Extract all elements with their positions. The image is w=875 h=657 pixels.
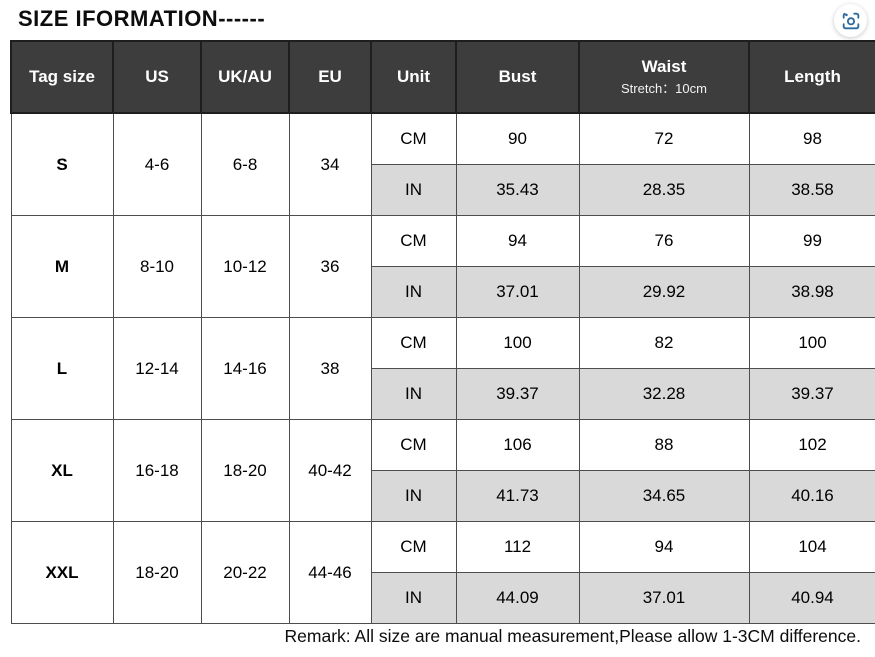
unit-cell: IN: [370, 470, 457, 522]
waist-stretch-note: Stretch：10cm: [621, 81, 707, 96]
unit-cell: IN: [370, 164, 457, 216]
waist-label: Waist: [641, 57, 687, 76]
tag-size-cell: M: [10, 215, 114, 318]
col-header-unit: Unit: [370, 40, 457, 114]
unit-cell: CM: [370, 215, 457, 267]
table-row: M 8-10 10-12 36 CM 94 76 99: [10, 215, 875, 318]
length-cm-cell: 99: [748, 215, 875, 267]
tag-size-cell: XL: [10, 419, 114, 522]
col-header-waist: Waist Stretch：10cm: [578, 40, 750, 114]
length-cm-cell: 102: [748, 419, 875, 471]
page-title: SIZE IFORMATION------: [18, 6, 266, 31]
unit-cell: IN: [370, 368, 457, 420]
table-row: S 4-6 6-8 34 CM 90 72 98: [10, 112, 875, 216]
bust-cm-cell: 90: [455, 112, 580, 165]
unit-cell: CM: [370, 521, 457, 573]
waist-in-cell: 28.35: [578, 164, 750, 216]
table-row: IN 37.01 29.92 38.98: [11, 266, 875, 318]
unit-cell: CM: [370, 112, 457, 165]
unit-cell: IN: [370, 266, 457, 318]
table-row: IN 39.37 32.28 39.37: [11, 368, 875, 420]
tag-size-cell: L: [10, 317, 114, 420]
table-row: IN 44.09 37.01 40.94: [11, 572, 875, 624]
col-header-length: Length: [748, 40, 875, 114]
waist-in-cell: 29.92: [578, 266, 750, 318]
bust-cm-cell: 106: [455, 419, 580, 471]
bust-cm-cell: 100: [455, 317, 580, 369]
us-size-cell: 8-10: [112, 215, 202, 318]
tag-size-cell: S: [10, 112, 114, 216]
table-row: IN 41.73 34.65 40.16: [11, 470, 875, 522]
table-row: XL 16-18 18-20 40-42 CM 106 88 102: [10, 419, 875, 522]
header-row: Tag size US UK/AU EU Unit Bust Waist Str…: [10, 40, 875, 114]
length-in-cell: 39.37: [748, 368, 875, 420]
tag-size-cell: XXL: [10, 521, 114, 624]
unit-cell: IN: [370, 572, 457, 624]
length-cm-cell: 100: [748, 317, 875, 369]
uk-au-size-cell: 6-8: [200, 112, 290, 216]
eu-size-cell: 36: [288, 215, 372, 318]
uk-au-size-cell: 10-12: [200, 215, 290, 318]
col-header-bust: Bust: [455, 40, 580, 114]
uk-au-size-cell: 18-20: [200, 419, 290, 522]
us-size-cell: 12-14: [112, 317, 202, 420]
waist-cm-cell: 88: [578, 419, 750, 471]
waist-cm-cell: 94: [578, 521, 750, 573]
us-size-cell: 4-6: [112, 112, 202, 216]
col-header-eu: EU: [288, 40, 372, 114]
length-in-cell: 38.98: [748, 266, 875, 318]
eu-size-cell: 38: [288, 317, 372, 420]
uk-au-size-cell: 14-16: [200, 317, 290, 420]
waist-cm-cell: 76: [578, 215, 750, 267]
bust-in-cell: 41.73: [455, 470, 580, 522]
bust-cm-cell: 112: [455, 521, 580, 573]
bust-in-cell: 39.37: [455, 368, 580, 420]
bust-cm-cell: 94: [455, 215, 580, 267]
col-header-us: US: [112, 40, 202, 114]
length-in-cell: 38.58: [748, 164, 875, 216]
bust-in-cell: 44.09: [455, 572, 580, 624]
waist-in-cell: 32.28: [578, 368, 750, 420]
col-header-tag-size: Tag size: [10, 40, 114, 114]
waist-cm-cell: 72: [578, 112, 750, 165]
remark-text: Remark: All size are manual measurement,…: [284, 626, 861, 646]
us-size-cell: 16-18: [112, 419, 202, 522]
unit-cell: CM: [370, 317, 457, 369]
eu-size-cell: 44-46: [288, 521, 372, 624]
waist-cm-cell: 82: [578, 317, 750, 369]
bust-in-cell: 37.01: [455, 266, 580, 318]
image-search-lens-icon: [840, 10, 862, 32]
length-in-cell: 40.94: [748, 572, 875, 624]
col-header-uk-au: UK/AU: [200, 40, 290, 114]
uk-au-size-cell: 20-22: [200, 521, 290, 624]
size-chart-table: Tag size US UK/AU EU Unit Bust Waist Str…: [10, 40, 875, 624]
image-search-button[interactable]: [834, 4, 867, 37]
unit-cell: CM: [370, 419, 457, 471]
eu-size-cell: 40-42: [288, 419, 372, 522]
bust-in-cell: 35.43: [455, 164, 580, 216]
length-cm-cell: 98: [748, 112, 875, 165]
table-row: IN 35.43 28.35 38.58: [11, 164, 875, 216]
waist-in-cell: 37.01: [578, 572, 750, 624]
waist-in-cell: 34.65: [578, 470, 750, 522]
us-size-cell: 18-20: [112, 521, 202, 624]
table-row: L 12-14 14-16 38 CM 100 82 100: [10, 317, 875, 420]
length-in-cell: 40.16: [748, 470, 875, 522]
length-cm-cell: 104: [748, 521, 875, 573]
eu-size-cell: 34: [288, 112, 372, 216]
table-row: XXL 18-20 20-22 44-46 CM 112 94 104: [10, 521, 875, 624]
